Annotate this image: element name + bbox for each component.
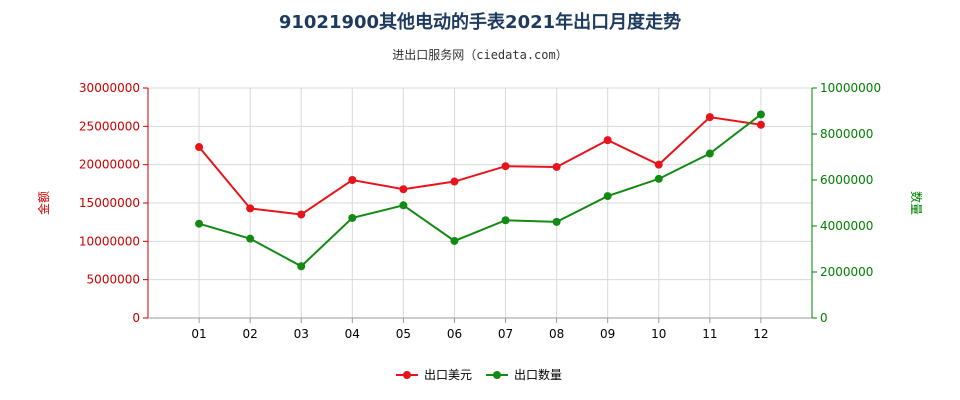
x-tick-label: 01 <box>191 327 206 341</box>
legend-swatch-point <box>493 371 501 379</box>
series-1-point <box>654 160 663 169</box>
x-tick-label: 11 <box>702 327 717 341</box>
y-right-tick-label: 6000000 <box>820 173 873 187</box>
series-2-point <box>501 216 510 225</box>
series-1-point <box>450 177 459 186</box>
x-tick-label: 06 <box>447 327 462 341</box>
y-left-tick-label: 5000000 <box>87 273 140 287</box>
chart-subtitle: 进出口服务网（ciedata.com） <box>392 48 568 62</box>
y-right-tick-label: 0 <box>820 311 828 325</box>
y-left-tick-label: 15000000 <box>79 196 140 210</box>
series-1-point <box>603 136 612 145</box>
series-line-1 <box>198 116 762 216</box>
x-tick-label: 09 <box>600 327 615 341</box>
legend-label: 出口数量 <box>514 367 562 382</box>
legend-label: 出口美元 <box>424 368 472 382</box>
y-left-axis-title: 金额 <box>36 191 51 215</box>
y-left-tick-label: 10000000 <box>79 234 140 248</box>
series-2-point <box>450 236 459 245</box>
chart-title: 91021900其他电动的手表2021年出口月度走势 <box>278 12 682 33</box>
y-right-tick-label: 8000000 <box>820 127 873 141</box>
x-tick-label: 03 <box>294 327 309 341</box>
grid <box>147 87 813 319</box>
series-2-point <box>399 201 408 210</box>
x-tick-label: 04 <box>345 327 360 341</box>
series-1-point <box>399 185 408 194</box>
series-1-point <box>246 204 255 213</box>
series-2-point <box>654 174 663 183</box>
y-left-tick-label: 25000000 <box>79 119 140 133</box>
x-tick-label: 02 <box>243 327 258 341</box>
series-2-point <box>246 234 255 243</box>
x-tick-label: 12 <box>753 327 768 341</box>
y-right-tick-label: 2000000 <box>820 265 873 279</box>
series-2-point <box>603 192 612 201</box>
x-tick-label: 08 <box>549 327 564 341</box>
x-tick-label: 10 <box>651 327 666 341</box>
series-1-point <box>552 162 561 171</box>
series-1-point <box>297 210 306 219</box>
y-left-tick-label: 0 <box>132 311 140 325</box>
y-left-tick-label: 20000000 <box>79 158 140 172</box>
y-right-tick-label: 4000000 <box>820 219 873 233</box>
x-tick-label: 05 <box>396 327 411 341</box>
x-tick-label: 07 <box>498 327 513 341</box>
series-2-point <box>705 149 714 158</box>
series-2-point <box>348 213 357 222</box>
series-1-point <box>705 113 714 122</box>
series-1-point <box>756 120 765 129</box>
series-line-2 <box>198 113 762 268</box>
series-2-point <box>552 217 561 226</box>
series-2-point <box>195 219 204 228</box>
series-1-point <box>501 162 510 171</box>
y-right-axis-title: 数量 <box>909 191 924 215</box>
series-2-point <box>297 262 306 271</box>
y-left-tick-label: 30000000 <box>79 81 140 95</box>
legend: 出口美元 出口数量 <box>396 367 562 382</box>
series-layer <box>195 110 765 271</box>
series-1-point <box>195 143 204 152</box>
series-1-point <box>348 176 357 184</box>
legend-swatch-point <box>403 371 411 379</box>
series-2-point <box>756 110 765 119</box>
y-right-tick-label: 10000000 <box>820 81 881 95</box>
axes: 0500000010000000150000002000000025000000… <box>36 81 924 341</box>
